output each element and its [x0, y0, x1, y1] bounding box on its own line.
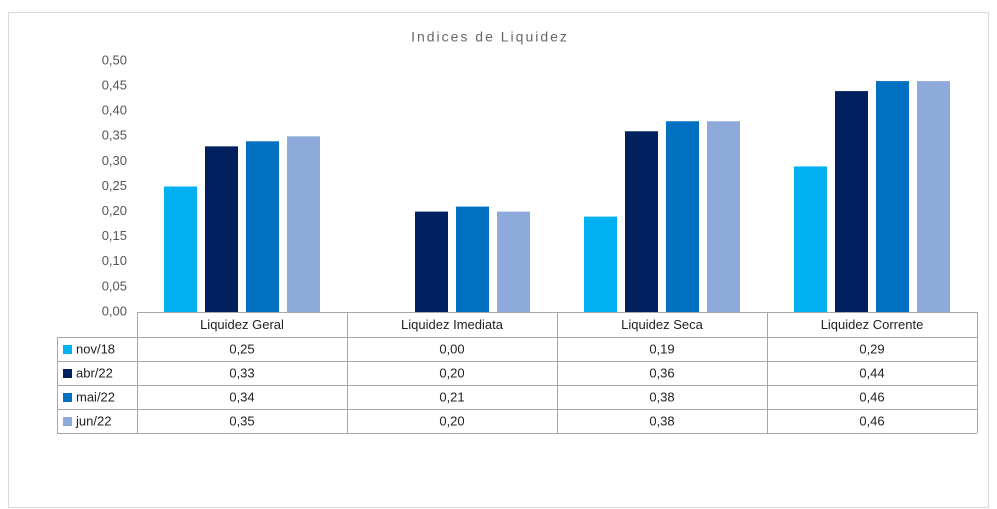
- table-value: 0,38: [649, 389, 674, 404]
- legend-swatch: [63, 369, 72, 378]
- chart-title: Indices de Liquidez: [411, 29, 569, 45]
- bar: [584, 216, 617, 312]
- table-value: 0,00: [439, 341, 464, 356]
- bar: [287, 136, 320, 312]
- bar: [497, 211, 530, 312]
- table-value: 0,21: [439, 389, 464, 404]
- bar: [666, 121, 699, 313]
- table-value: 0,20: [439, 365, 464, 380]
- bar: [625, 131, 658, 312]
- legend-label: abr/22: [76, 365, 113, 380]
- y-tick-label: 0,15: [102, 228, 127, 243]
- bar: [164, 186, 197, 312]
- x-tick-label: Liquidez Corrente: [821, 317, 924, 332]
- bar: [917, 81, 950, 312]
- y-tick-label: 0,40: [102, 103, 127, 118]
- table-value: 0,19: [649, 341, 674, 356]
- y-tick-label: 0,00: [102, 303, 127, 318]
- bar: [456, 206, 489, 312]
- legend-label: jun/22: [75, 413, 111, 428]
- legend-swatch: [63, 345, 72, 354]
- y-tick-label: 0,35: [102, 128, 127, 143]
- y-tick-label: 0,45: [102, 78, 127, 93]
- table-value: 0,20: [439, 413, 464, 428]
- table-value: 0,46: [859, 413, 884, 428]
- legend-swatch: [63, 393, 72, 402]
- y-tick-label: 0,05: [102, 278, 127, 293]
- legend-swatch: [63, 417, 72, 426]
- table-value: 0,38: [649, 413, 674, 428]
- x-tick-label: Liquidez Imediata: [401, 317, 504, 332]
- table-value: 0,35: [229, 413, 254, 428]
- table-value: 0,34: [229, 389, 254, 404]
- bar: [246, 141, 279, 312]
- y-tick-label: 0,50: [102, 52, 127, 67]
- x-tick-label: Liquidez Seca: [621, 317, 703, 332]
- bar: [415, 211, 448, 312]
- x-tick-label: Liquidez Geral: [200, 317, 284, 332]
- table-value: 0,36: [649, 365, 674, 380]
- legend-label: nov/18: [76, 341, 115, 356]
- y-tick-label: 0,10: [102, 253, 127, 268]
- bar: [835, 91, 868, 313]
- table-value: 0,25: [229, 341, 254, 356]
- bar: [205, 146, 238, 312]
- bar: [707, 121, 740, 313]
- legend-label: mai/22: [76, 389, 115, 404]
- table-value: 0,44: [859, 365, 884, 380]
- y-tick-label: 0,25: [102, 178, 127, 193]
- y-tick-label: 0,30: [102, 153, 127, 168]
- bar: [876, 81, 909, 312]
- table-value: 0,46: [859, 389, 884, 404]
- y-tick-label: 0,20: [102, 203, 127, 218]
- table-value: 0,29: [859, 341, 884, 356]
- table-value: 0,33: [229, 365, 254, 380]
- bar: [794, 166, 827, 312]
